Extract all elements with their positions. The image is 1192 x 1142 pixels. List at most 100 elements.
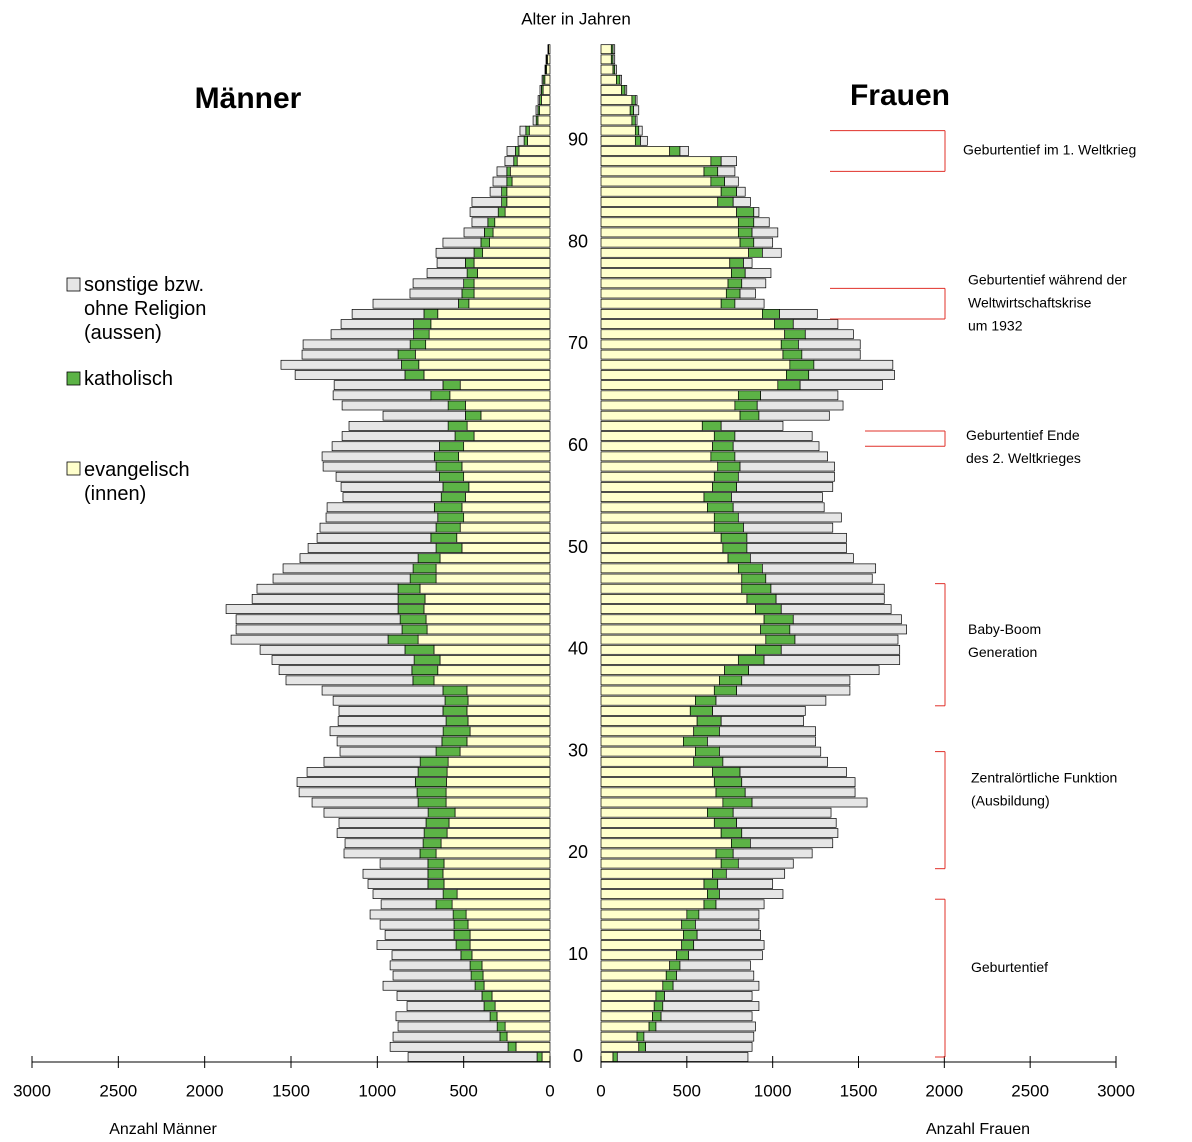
- bar-segment: [427, 868, 444, 879]
- bar-segment: [600, 105, 631, 116]
- bar-segment: [737, 227, 753, 238]
- bar-segment: [515, 1041, 551, 1052]
- x-tick-label: 1000: [754, 1081, 792, 1100]
- bar-segment: [712, 767, 741, 777]
- bar-segment: [792, 319, 839, 329]
- bar-segment: [527, 135, 551, 146]
- bar-segment: [340, 482, 444, 492]
- legend-swatch: [66, 371, 81, 386]
- bar-segment: [619, 74, 622, 85]
- bar-segment: [307, 543, 437, 553]
- bar-segment: [235, 614, 401, 625]
- bar-segment: [737, 217, 755, 228]
- bar-segment: [688, 950, 763, 961]
- bar-segment: [600, 960, 671, 971]
- bar-segment: [537, 95, 540, 105]
- bar-segment: [460, 950, 473, 961]
- bar-segment: [523, 135, 528, 146]
- bar-segment: [672, 980, 760, 991]
- annotation: um 1932: [968, 317, 1023, 333]
- bar-segment: [537, 115, 551, 126]
- bar-segment: [681, 940, 695, 950]
- bar-segment: [695, 695, 717, 706]
- bar-segment: [600, 1031, 638, 1042]
- bar-segment: [501, 186, 508, 197]
- bar-segment: [600, 1021, 650, 1032]
- bar-segment: [744, 787, 856, 798]
- bar-segment: [713, 685, 737, 696]
- bar-segment: [463, 441, 551, 452]
- bar-segment: [395, 1011, 491, 1022]
- bar-segment: [423, 309, 439, 319]
- bar-segment: [509, 166, 551, 177]
- bar-segment: [496, 166, 508, 177]
- bar-segment: [446, 767, 551, 777]
- bar-segment: [676, 970, 755, 981]
- bar-segment: [753, 217, 770, 228]
- y-tick-label: 40: [568, 639, 588, 659]
- bar-segment: [662, 1001, 760, 1011]
- bar-segment: [648, 1021, 657, 1032]
- bar-segment: [458, 451, 551, 462]
- bar-segment: [614, 64, 617, 75]
- bar-segment: [511, 176, 551, 187]
- bar-segment: [322, 461, 437, 472]
- bar-segment: [600, 451, 712, 462]
- bar-segment: [600, 146, 671, 156]
- bar-segment: [518, 146, 551, 156]
- bar-segment: [808, 370, 895, 380]
- bar-segment: [743, 258, 753, 268]
- bar-segment: [713, 777, 743, 787]
- annotation: Zentralörtliche Funktion: [971, 769, 1117, 785]
- bar-segment: [720, 532, 748, 543]
- bar-segment: [717, 197, 734, 207]
- bar-segment: [600, 288, 727, 299]
- bar-segment: [427, 879, 445, 889]
- bar-segment: [489, 1011, 498, 1022]
- bar-segment: [337, 716, 447, 726]
- bar-segment: [466, 685, 551, 696]
- bar-segment: [343, 848, 421, 859]
- bar-segment: [382, 410, 466, 421]
- bar-segment: [409, 573, 437, 584]
- bar-segment: [631, 95, 636, 105]
- bar-segment: [737, 390, 761, 401]
- bar-segment: [739, 410, 760, 421]
- bar-segment: [652, 1011, 662, 1022]
- bar-segment: [466, 421, 551, 431]
- bar-segment: [414, 777, 447, 787]
- bar-segment: [707, 807, 734, 818]
- bar-segment: [600, 695, 696, 706]
- bar-segment: [456, 889, 551, 899]
- bar-segment: [342, 492, 442, 502]
- bar-segment: [325, 512, 439, 523]
- bar-segment: [423, 370, 551, 380]
- bar-segment: [616, 1052, 749, 1062]
- bar-segment: [506, 176, 513, 187]
- bar-segment: [433, 502, 463, 513]
- bar-segment: [789, 624, 907, 635]
- bar-segment: [696, 929, 762, 940]
- bar-segment: [736, 186, 746, 197]
- bar-segment: [336, 736, 443, 747]
- bar-segment: [465, 400, 551, 411]
- bar-segment: [285, 675, 414, 686]
- bar-segment: [634, 125, 640, 136]
- bar-segment: [600, 156, 712, 167]
- bar-segment: [600, 227, 739, 238]
- bar-segment: [600, 726, 695, 737]
- bar-segment: [693, 726, 720, 737]
- bar-segment: [448, 818, 551, 828]
- bar-segment: [600, 380, 779, 390]
- bar-segment: [616, 74, 621, 85]
- bar-segment: [612, 1052, 618, 1062]
- bar-segment: [636, 1031, 645, 1042]
- bar-segment: [720, 186, 737, 197]
- bar-segment: [436, 258, 466, 268]
- bar-segment: [732, 848, 813, 859]
- bar-segment: [506, 146, 516, 156]
- bar-segment: [468, 482, 551, 492]
- annotation: Geburtentief während der: [968, 271, 1127, 287]
- bar-segment: [407, 1052, 538, 1062]
- bar-segment: [272, 573, 411, 584]
